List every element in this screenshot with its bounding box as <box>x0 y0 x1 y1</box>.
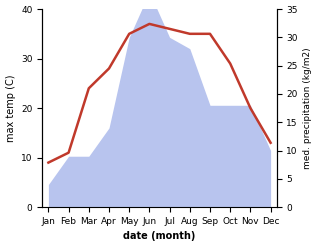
X-axis label: date (month): date (month) <box>123 231 196 242</box>
Y-axis label: med. precipitation (kg/m2): med. precipitation (kg/m2) <box>303 47 313 169</box>
Y-axis label: max temp (C): max temp (C) <box>5 74 16 142</box>
